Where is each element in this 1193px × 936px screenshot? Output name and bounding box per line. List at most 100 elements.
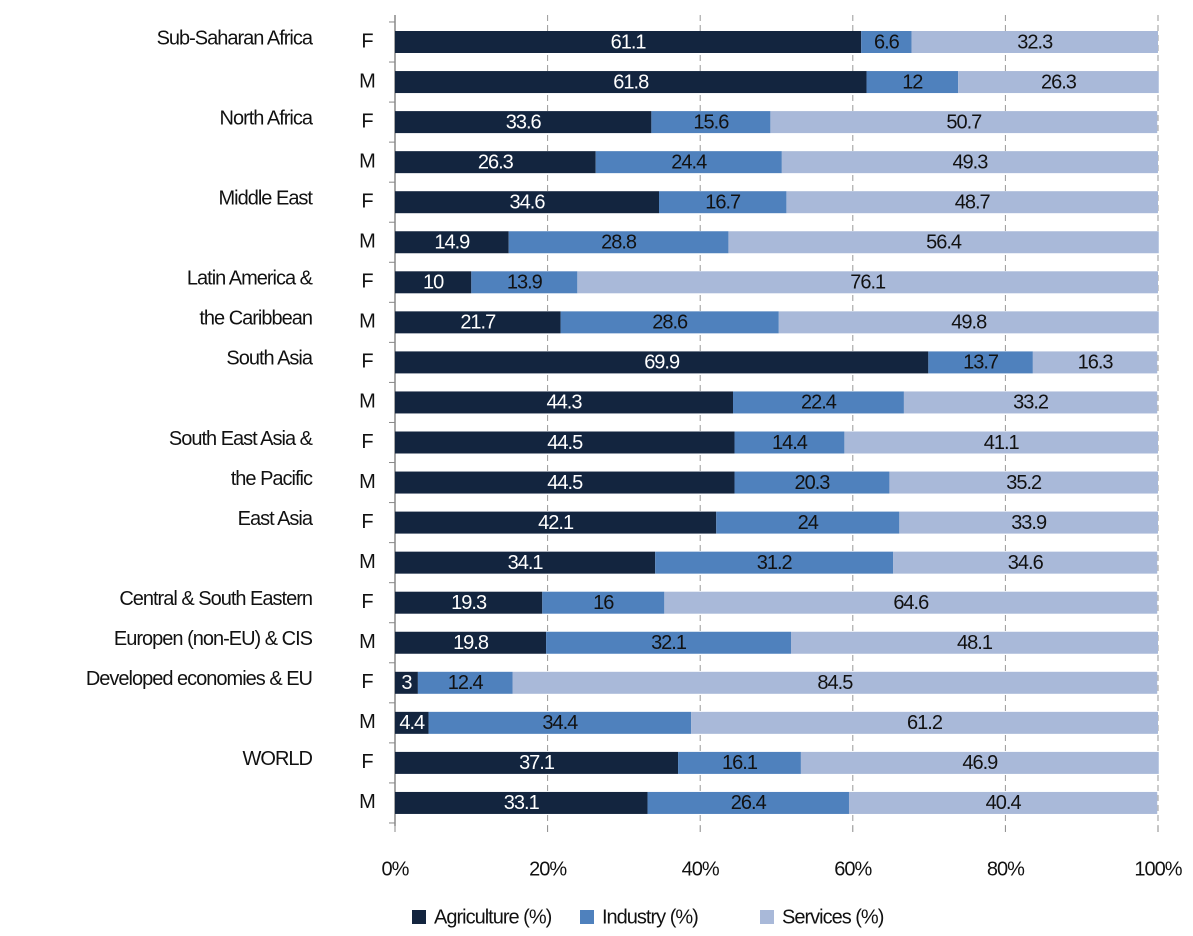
row-label: F (361, 511, 373, 533)
bar-segment (658, 191, 787, 214)
value-label: 26.3 (478, 151, 514, 173)
bar-segment (395, 591, 543, 614)
value-label: 19.8 (453, 632, 489, 654)
value-label: 16.3 (1078, 352, 1114, 374)
value-label: 76.1 (850, 272, 886, 294)
bar-segment (770, 111, 1158, 134)
group-label: Middle East (219, 187, 314, 209)
value-label: 61.1 (611, 31, 647, 53)
value-label: 32.1 (651, 632, 687, 654)
row-label: F (361, 190, 373, 212)
group-label: the Caribbean (199, 308, 312, 330)
bar-segment (395, 471, 735, 494)
legend-swatch (412, 910, 426, 924)
group-label: the Pacific (231, 468, 313, 490)
group-label: Latin America & (187, 268, 314, 290)
row-label: M (359, 551, 375, 573)
value-label: 31.2 (757, 552, 793, 574)
value-label: 34.4 (542, 712, 578, 734)
row-label: M (359, 150, 375, 172)
value-label: 50.7 (946, 111, 982, 133)
row-label: M (359, 791, 375, 813)
bar-segment (899, 511, 1158, 534)
legend-swatch (580, 910, 594, 924)
row-label: M (359, 231, 375, 253)
value-label: 24 (798, 512, 819, 534)
bar-segment (428, 711, 692, 734)
x-tick-label: 0% (382, 858, 410, 880)
group-label: WORLD (243, 748, 313, 770)
bar-segment (395, 791, 648, 814)
value-label: 34.6 (1008, 552, 1044, 574)
group-label: Central & South Eastern (119, 588, 312, 610)
row-label: M (359, 711, 375, 733)
value-label: 3 (401, 672, 412, 694)
row-label: M (359, 70, 375, 92)
bar-segment (889, 471, 1158, 494)
bar-segment (395, 111, 652, 134)
bar-segment (734, 431, 845, 454)
bar-segment (395, 151, 596, 174)
bar-segment (655, 551, 894, 574)
x-tick-label: 40% (682, 858, 720, 880)
value-label: 13.9 (507, 272, 543, 294)
legend-label: Industry (%) (602, 906, 698, 928)
bar-segment (903, 391, 1158, 414)
value-label: 28.8 (601, 232, 637, 254)
bar-segment (958, 71, 1159, 94)
group-label: Sub-Saharan Africa (157, 27, 314, 49)
row-label: F (361, 351, 373, 373)
x-tick-label: 80% (987, 858, 1025, 880)
bar-segment (595, 151, 782, 174)
bar-segment (395, 711, 429, 734)
value-label: 41.1 (984, 432, 1020, 454)
group-label: North Africa (220, 107, 314, 129)
value-label: 19.3 (451, 592, 487, 614)
bar-segment (395, 391, 734, 414)
bar-segment (928, 351, 1033, 374)
bar-segment (395, 551, 656, 574)
value-label: 34.6 (510, 191, 546, 213)
value-label: 48.1 (957, 632, 993, 654)
value-label: 28.6 (652, 312, 688, 334)
bar-segment (734, 471, 890, 494)
bar-segment (651, 111, 771, 134)
value-label: 4.4 (399, 712, 425, 734)
bar-segment (395, 271, 472, 294)
group-label: South East Asia & (169, 428, 314, 450)
row-label: F (361, 591, 373, 613)
value-label: 26.3 (1041, 71, 1077, 93)
value-label: 16.1 (722, 752, 758, 774)
value-label: 16 (593, 592, 614, 614)
row-label: F (361, 671, 373, 693)
bar-segment (1032, 351, 1158, 374)
bar-segment (417, 671, 513, 694)
bar-segment (395, 191, 659, 214)
bar-segment (844, 431, 1158, 454)
bar-segment (716, 511, 900, 534)
bar-segment (647, 791, 849, 814)
value-label: 20.3 (795, 472, 831, 494)
bar-segment (786, 191, 1158, 214)
value-label: 33.9 (1011, 512, 1047, 534)
bar-segment (733, 391, 904, 414)
bar-segment (395, 311, 561, 334)
bar-segment (691, 711, 1158, 734)
bar-segment (790, 631, 1158, 654)
value-label: 69.9 (644, 352, 680, 374)
bar-segment (542, 591, 665, 614)
bar-segment (664, 591, 1158, 614)
value-label: 35.2 (1006, 472, 1042, 494)
bar-segment (395, 351, 929, 374)
row-label: M (359, 471, 375, 493)
value-label: 46.9 (962, 752, 998, 774)
bar-segment (395, 431, 735, 454)
bar-segment (861, 31, 912, 53)
value-label: 15.6 (693, 111, 729, 133)
x-tick-label: 100% (1134, 858, 1182, 880)
bar-segment (781, 151, 1158, 174)
row-label: F (361, 751, 373, 773)
value-label: 40.4 (986, 792, 1022, 814)
x-tick-label: 20% (529, 858, 567, 880)
bar-segment (395, 511, 717, 534)
